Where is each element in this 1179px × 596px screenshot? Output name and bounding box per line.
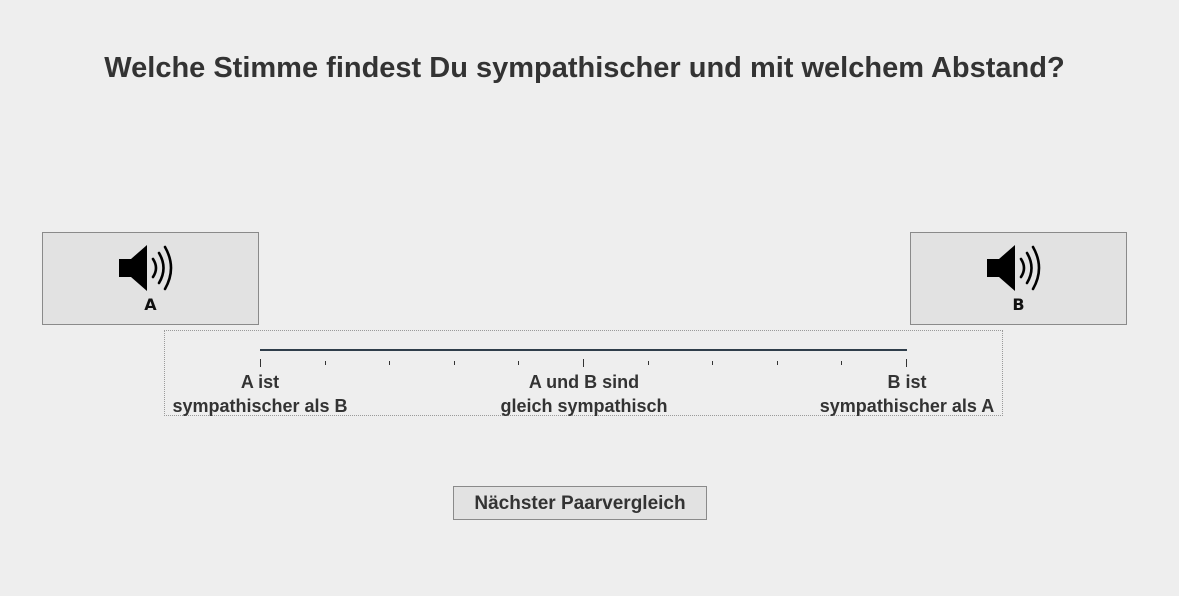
question-title: Welche Stimme findest Du sympathischer u… bbox=[104, 52, 1065, 84]
slider-tick bbox=[518, 361, 520, 365]
slider-tick bbox=[389, 361, 391, 365]
scale-label-left-line2: sympathischer als B bbox=[172, 396, 348, 416]
scale-label-equal: A und B sind gleich sympathisch bbox=[484, 370, 684, 418]
scale-label-left-line1: A ist bbox=[240, 372, 280, 392]
play-voice-b-button[interactable]: B bbox=[910, 232, 1127, 325]
rating-slider-track[interactable] bbox=[260, 349, 907, 351]
next-pair-comparison-button[interactable]: Nächster Paarvergleich bbox=[453, 486, 707, 520]
slider-tick bbox=[583, 359, 584, 367]
slider-tick bbox=[906, 359, 907, 367]
voice-b-label: B bbox=[1012, 295, 1025, 314]
speaker-icon bbox=[987, 245, 1041, 291]
slider-tick bbox=[712, 361, 714, 365]
slider-tick bbox=[647, 361, 649, 365]
scale-label-right-line2: sympathischer als A bbox=[819, 396, 995, 416]
slider-tick bbox=[324, 361, 326, 365]
play-voice-a-button[interactable]: A bbox=[42, 232, 259, 325]
scale-label-a-preferred: A ist sympathischer als B bbox=[164, 370, 356, 418]
scale-label-mid-line2: gleich sympathisch bbox=[500, 396, 668, 416]
speaker-icon bbox=[119, 245, 173, 291]
slider-tick bbox=[776, 361, 778, 365]
slider-tick bbox=[453, 361, 455, 365]
rating-slider-focus-frame bbox=[164, 330, 1003, 416]
scale-label-right-line1: B ist bbox=[887, 372, 927, 392]
slider-tick bbox=[841, 361, 843, 365]
scale-label-mid-line1: A und B sind bbox=[528, 372, 640, 392]
voice-a-label: A bbox=[144, 295, 157, 314]
slider-tick bbox=[260, 359, 261, 367]
scale-label-b-preferred: B ist sympathischer als A bbox=[811, 370, 1003, 418]
